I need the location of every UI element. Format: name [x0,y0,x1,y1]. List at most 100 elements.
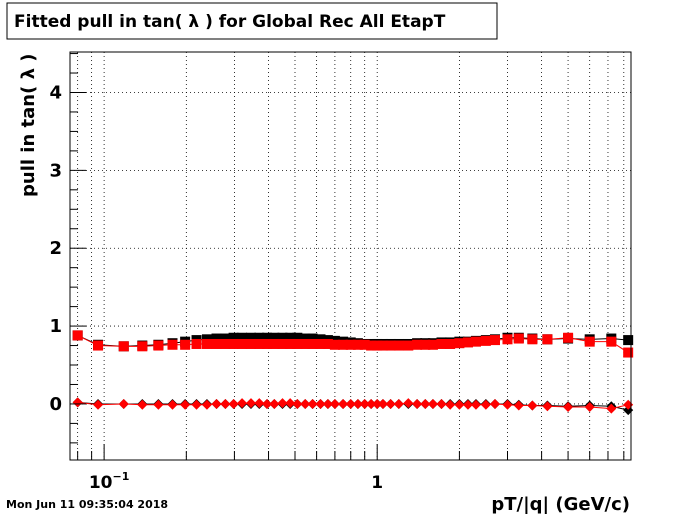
x-tick-label-0: 10−1 [89,470,130,493]
data-point [366,398,377,409]
data-point [300,338,311,349]
data-point [254,398,265,409]
data-point [228,338,239,349]
data-point [307,398,318,409]
data-point [167,399,178,410]
data-point [180,399,191,410]
data-point [180,339,191,350]
data-point [220,338,231,349]
data-point [584,402,595,413]
data-point [220,398,231,409]
data-point [254,332,265,343]
data-point [153,340,164,351]
data-point [527,400,538,411]
y-tick-label-1: 1 [49,316,62,337]
data-point [93,340,104,351]
data-point [513,333,524,344]
title-frame [6,2,498,40]
data-point [436,338,447,349]
data-point [245,332,256,343]
data-point [345,339,356,350]
data-point [385,398,396,409]
data-point [137,341,148,352]
data-point [445,338,456,349]
data-point [220,333,231,344]
data-point [201,338,212,349]
data-point [211,398,222,409]
data-point [228,332,239,343]
axis-ticks [70,53,625,460]
data-point [403,340,414,351]
data-point [269,398,280,409]
data-point [372,398,383,409]
data-point [480,399,491,410]
data-point [300,333,311,344]
x-axis-title: pT/|q| (GeV/c) [491,494,630,514]
data-point [480,335,491,346]
data-point [153,399,164,410]
data-point [292,398,303,409]
data-point [623,347,634,358]
data-point [300,398,311,409]
grid [70,52,631,460]
data-point [489,398,500,409]
data-point [277,338,288,349]
data-point [372,340,383,351]
data-point [211,338,222,349]
data-point [502,399,513,410]
data-point [470,399,481,410]
data-point [277,398,288,409]
data-point [623,335,634,346]
data-point [254,338,265,349]
data-point [245,398,256,409]
data-point [262,398,273,409]
data-point [338,398,349,409]
data-point [329,339,340,350]
data-point [245,338,256,349]
data-point [454,338,465,349]
data-point [322,398,333,409]
data-point [262,338,273,349]
data-point [393,340,404,351]
data-point [427,398,438,409]
data-point [563,402,574,413]
data-point [93,399,104,410]
data-point [277,332,288,343]
data-point [377,398,388,409]
x-tick-labels: 10−1 1 [89,470,383,493]
data-point [393,398,404,409]
data-point [412,339,423,350]
data-point [237,332,248,343]
series-1 [72,330,634,358]
data-point [269,332,280,343]
data-point [345,398,356,409]
data-point [292,332,303,343]
data-point [292,338,303,349]
data-point [322,338,333,349]
y-tick-label-3: 3 [49,160,62,181]
data-point [285,338,296,349]
data-point [462,399,473,410]
data-point [315,398,326,409]
data-point [211,333,222,344]
data-point [436,398,447,409]
data-point [359,398,370,409]
series-3 [72,397,634,414]
y-tick-label-4: 4 [49,82,62,103]
data-point [489,335,500,346]
data-point [237,338,248,349]
data-point [385,340,396,351]
data-point [118,398,129,409]
y-axis-title: pull in tan( λ ) [18,54,39,198]
data-point [502,334,513,345]
data-point [542,334,553,345]
data-point [315,338,326,349]
data-point [201,399,212,410]
data-point [191,338,202,349]
data-point [462,337,473,348]
x-tick-label-1: 1 [371,473,383,493]
data-point [237,398,248,409]
data-point [563,332,574,343]
data-point [118,341,129,352]
